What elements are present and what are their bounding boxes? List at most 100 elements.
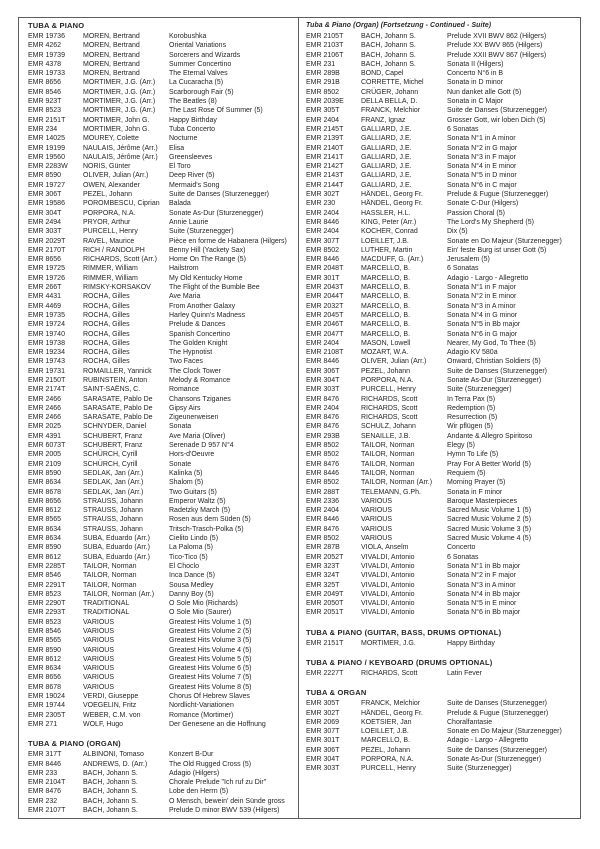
composer-name: WOLF, Hugo	[83, 720, 124, 728]
composer-name: RICHARDS, Scott (Arr.)	[83, 256, 157, 264]
piece-title: Benny Hill (Yackety Sax)	[169, 246, 246, 254]
catalog-row: EMR 2046T MARCELLO, B. Sonata N°5 in Bb …	[306, 320, 577, 329]
piece-title: Prelude XVII BWV 862 (Hilgers)	[447, 33, 547, 40]
catalog-number: EMR 234	[28, 125, 58, 133]
catalog-row-list: EMR 2227T RICHARDS, Scott Latin Fever	[306, 669, 577, 678]
catalog-number: EMR 8612	[28, 507, 62, 515]
composer-name: VARIOUS	[361, 507, 392, 515]
piece-title: El Toro	[169, 163, 191, 171]
catalog-number: EMR 8502	[306, 451, 340, 459]
catalog-row: EMR 302T HÄNDEL, Georg Fr. Prelude & Fug…	[306, 709, 577, 718]
catalog-row-list: EMR 305T FRANCK, Melchior Suite de Danse…	[306, 699, 577, 773]
composer-name: VARIOUS	[83, 683, 114, 691]
piece-title: The Clock Tower	[169, 367, 222, 375]
catalog-number: EMR 8502	[306, 535, 340, 543]
piece-title: Greensleeves	[169, 153, 213, 161]
piece-title: Balada	[169, 200, 191, 208]
catalog-number: EMR 8546	[28, 572, 62, 580]
catalog-number: EMR 2103T	[306, 42, 344, 50]
catalog-number: EMR 2404	[306, 228, 340, 236]
catalog-row: EMR 8476 SCHULZ, Johann Wir pflügen (5)	[306, 422, 577, 431]
catalog-number: EMR 293B	[306, 432, 340, 440]
composer-name: NORIS, Günter	[83, 163, 131, 171]
composer-name: ALBINONI, Tomaso	[83, 751, 144, 759]
catalog-row: EMR 14025 MOUREY, Colette Nocturne	[28, 134, 295, 143]
catalog-number: EMR 19199	[28, 144, 65, 152]
piece-title: Prelude XX BWV 865 (Hilgers)	[447, 42, 543, 50]
catalog-number: EMR 14025	[28, 135, 65, 143]
catalog-number: EMR 266T	[28, 284, 62, 292]
composer-name: MOREN, Bertrand	[83, 51, 140, 59]
catalog-number: EMR 8523	[28, 590, 62, 598]
catalog-row: EMR 8446 TAILOR, Norman Requiem (5)	[306, 469, 577, 478]
piece-title: Hailstrom	[169, 265, 199, 273]
piece-title: Andante & Allegro Spiritoso	[447, 432, 533, 440]
catalog-row: EMR 2494 PRYOR, Arthur Annie Laurie	[28, 218, 295, 227]
catalog-row: EMR 8476 BACH, Johann S. Lobe den Herrn …	[28, 787, 295, 796]
composer-name: ROCHA, Gilles	[83, 349, 130, 357]
catalog-number: EMR 6073T	[28, 442, 66, 450]
piece-title: Sonata N°3 in F major	[447, 153, 516, 161]
left-column: TUBA & PIANO EMR 19736 MOREN, Bertrand K…	[19, 18, 299, 818]
composer-name: VARIOUS	[83, 646, 114, 654]
composer-name: MOREN, Bertrand	[83, 60, 140, 68]
piece-title: Redemption (5)	[447, 404, 496, 412]
catalog-row: EMR 2174T SAINT-SAËNS, C. Romance	[28, 385, 295, 394]
catalog-row: EMR 304T PORPORA, N.A. Sonate As-Dur (St…	[306, 755, 577, 764]
composer-name: ANDREWS, D. (Arr.)	[83, 760, 148, 768]
catalog-row: EMR 2150T RUBINSTEIN, Anton Melody & Rom…	[28, 376, 295, 385]
catalog-number: EMR 8656	[28, 79, 62, 87]
piece-title: La Paloma (5)	[169, 544, 213, 552]
catalog-number: EMR 4262	[28, 42, 62, 50]
composer-name: RICHARDS, Scott	[361, 404, 418, 412]
catalog-row: EMR 304T PORPORA, N.A. Sonate As-Dur (St…	[28, 209, 295, 218]
catalog-number: EMR 19560	[28, 153, 65, 161]
composer-name: PEZEL, Johann	[361, 367, 411, 375]
catalog-number: EMR 304T	[306, 376, 340, 384]
piece-title: O Sole Mio (Saurer)	[169, 609, 232, 617]
catalog-row: EMR 2043T MARCELLO, B. Sonata N°1 in F m…	[306, 283, 577, 292]
catalog-number: EMR 2285T	[28, 562, 66, 570]
catalog-number: EMR 8590	[28, 172, 62, 180]
catalog-row: EMR 8502 TAILOR, Norman Elegy (5)	[306, 441, 577, 450]
piece-title: Sonata N°4 in Bb major	[447, 590, 521, 598]
catalog-number: EMR 324T	[306, 572, 340, 580]
piece-title: Sonata N°5 in D minor	[447, 172, 517, 180]
piece-title: Sonata II (Hilgers)	[447, 60, 504, 68]
composer-name: RIMSKY-KORSAKOV	[83, 284, 151, 292]
catalog-number: EMR 306T	[28, 191, 62, 199]
catalog-number: EMR 19744	[28, 702, 65, 710]
catalog-number: EMR 8678	[28, 488, 62, 496]
composer-name: TRADITIONAL	[83, 600, 130, 608]
composer-name: MARCELLO, B.	[361, 274, 411, 282]
section-tuba-piano: TUBA & PIANO EMR 19736 MOREN, Bertrand K…	[28, 21, 295, 729]
catalog-number: EMR 8656	[28, 674, 62, 682]
catalog-row: EMR 271 WOLF, Hugo Der Genesene an die H…	[28, 720, 295, 729]
piece-title: The Flight of the Bumble Bee	[169, 284, 260, 292]
catalog-row: EMR 2069 KOETSIER, Jan Choralfantasie	[306, 718, 577, 727]
composer-name: VIVALDI, Antonio	[361, 609, 415, 617]
composer-name: GALLIARD, J.E.	[361, 163, 412, 171]
catalog-number: EMR 2144T	[306, 181, 344, 189]
catalog-row: EMR 2466 SARASATE, Pablo De Gipsy Airs	[28, 404, 295, 413]
catalog-row: EMR 2045T MARCELLO, B. Sonata N°4 in G m…	[306, 311, 577, 320]
composer-name: ROCHA, Gilles	[83, 302, 130, 310]
catalog-number: EMR 304T	[28, 209, 62, 217]
catalog-row: EMR 307T LOEILLET, J.B. Sonate en Do Maj…	[306, 237, 577, 246]
catalog-row: EMR 8612 SUBA, Eduardo (Arr.) Tico-Tico …	[28, 553, 295, 562]
catalog-row: EMR 8546 MORTIMER, J.G. (Arr.) Scarborou…	[28, 88, 295, 97]
catalog-row: EMR 8523 VARIOUS Greatest Hits Volume 1 …	[28, 618, 295, 627]
catalog-number: EMR 19738	[28, 339, 65, 347]
catalog-row: EMR 2032T MARCELLO, B. Sonata N°3 in A m…	[306, 302, 577, 311]
piece-title: Suite de Danses (Sturzenegger)	[447, 107, 547, 115]
catalog-row: EMR 4262 MOREN, Bertrand Oriental Variat…	[28, 41, 295, 50]
composer-name: TAILOR, Norman	[361, 469, 415, 477]
catalog-row: EMR 2052T VIVALDI, Antonio 6 Sonatas	[306, 553, 577, 562]
catalog-row-list: EMR 19736 MOREN, Bertrand Korobushka EMR…	[28, 32, 295, 729]
composer-name: MORTIMER, J.G.	[361, 639, 416, 647]
composer-name: MARCELLO, B.	[361, 265, 411, 273]
catalog-number: EMR 4391	[28, 432, 62, 440]
catalog-row-list: EMR 2151T MORTIMER, J.G. Happy Birthday	[306, 639, 577, 648]
composer-name: NAULAIS, Jérôme (Arr.)	[83, 153, 158, 161]
composer-name: RAVEL, Maurice	[83, 237, 135, 245]
